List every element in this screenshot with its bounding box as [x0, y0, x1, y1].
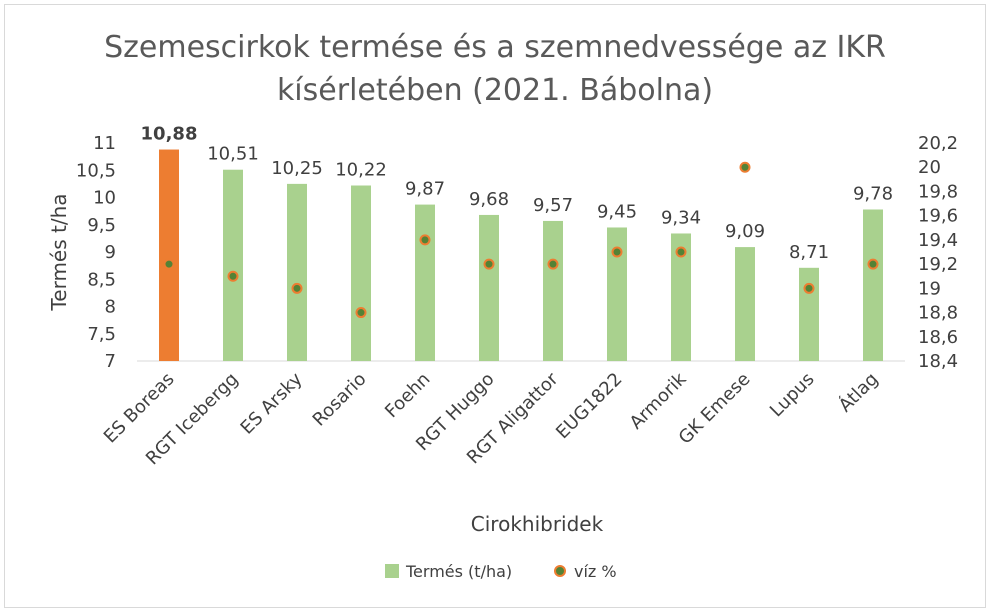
left-y-tick-label: 8	[105, 297, 116, 318]
bar-value-label: 9,87	[405, 179, 445, 200]
bar	[223, 169, 243, 361]
bar-value-label: 9,57	[533, 195, 573, 216]
moisture-point	[227, 270, 239, 282]
left-y-tick-label: 7,5	[87, 324, 116, 345]
left-y-tick-label: 10,5	[76, 160, 116, 181]
moisture-point	[355, 307, 367, 319]
bar	[799, 267, 819, 361]
legend-label-bar: Termés (t/ha)	[405, 562, 512, 581]
x-tick-label: Armorik	[626, 368, 691, 433]
moisture-point	[419, 234, 431, 246]
right-y-tick-label: 19	[918, 278, 941, 299]
right-y-axis: 18,4 18,6 18,8 19 19,2 19,4 19,6 19,8 20 20,2	[918, 133, 958, 372]
right-y-tick-label: 19,2	[918, 254, 958, 275]
moisture-point	[547, 258, 559, 270]
x-tick-label: Foehn	[381, 369, 434, 422]
bar-value-label: 10,51	[207, 144, 259, 165]
x-tick-label: Átlag	[834, 368, 882, 416]
bar-value-label: 10,25	[271, 158, 323, 179]
moisture-point	[739, 161, 751, 173]
bar	[543, 220, 563, 361]
legend: Termés (t/ha) víz %	[385, 562, 617, 581]
scatter-series	[163, 161, 879, 319]
x-tick-label: ES Arsky	[236, 368, 306, 438]
moisture-point	[803, 282, 815, 294]
right-y-tick-label: 20,2	[918, 133, 958, 154]
right-y-tick-label: 19,8	[918, 181, 958, 202]
bar	[607, 227, 627, 361]
chart-title-line-1: Szemescirkok termése és a szemnedvessége…	[104, 30, 886, 65]
left-y-tick-label: 7	[105, 351, 116, 372]
bar-value-label: 8,71	[789, 242, 829, 263]
moisture-point	[483, 258, 495, 270]
moisture-point	[675, 246, 687, 258]
bar-value-label: 9,09	[725, 221, 765, 242]
moisture-point	[163, 258, 175, 270]
left-y-tick-label: 9	[105, 242, 116, 263]
left-y-tick-label: 11	[93, 133, 116, 154]
bar-value-label: 9,34	[661, 207, 701, 228]
right-y-tick-label: 19,4	[918, 230, 958, 251]
right-y-tick-label: 20	[918, 157, 941, 178]
right-y-tick-label: 18,6	[918, 327, 958, 348]
bar-data-labels: 10,88 10,51 10,25 10,22 9,87 9,68 9,57 9,45 9,34…	[141, 124, 894, 263]
x-axis-title: Cirokhibridek	[471, 512, 604, 536]
chart-title-line-2: kísérletében (2021. Bábolna)	[277, 73, 713, 108]
x-tick-label: Rosario	[309, 369, 371, 431]
bar	[159, 149, 179, 361]
right-y-tick-label: 18,8	[918, 303, 958, 324]
bar-value-label: 10,22	[335, 160, 387, 181]
bar	[735, 247, 755, 361]
bar	[351, 185, 371, 361]
bar	[671, 233, 691, 361]
chart-title: Szemescirkok termése és a szemnedvessége…	[104, 30, 886, 108]
bar	[479, 214, 499, 361]
legend-label-dot: víz %	[574, 562, 617, 581]
x-tick-label: Lupus	[766, 369, 819, 422]
bar-value-label: 9,78	[853, 183, 893, 204]
bar-value-label: 9,45	[597, 201, 637, 222]
bar-series	[159, 149, 883, 361]
y-axis-title: Termés t/ha	[47, 193, 71, 311]
bar	[863, 209, 883, 361]
left-y-tick-label: 10	[93, 188, 116, 209]
bar-value-label: 10,88	[141, 124, 198, 145]
left-y-axis: 7 7,5 8 8,5 9 9,5 10 10,5 11	[76, 133, 116, 372]
legend-swatch-dot	[554, 565, 566, 577]
left-y-tick-label: 9,5	[87, 215, 116, 236]
x-tick-label: EUG1822	[552, 369, 626, 443]
moisture-point	[611, 246, 623, 258]
bar	[415, 204, 435, 361]
left-y-tick-label: 8,5	[87, 269, 116, 290]
right-y-tick-label: 18,4	[918, 351, 958, 372]
moisture-point	[291, 282, 303, 294]
bar	[287, 183, 307, 361]
bar-value-label: 9,68	[469, 189, 509, 210]
right-y-tick-label: 19,6	[918, 206, 958, 227]
legend-swatch-bar	[385, 564, 399, 578]
moisture-point	[867, 258, 879, 270]
